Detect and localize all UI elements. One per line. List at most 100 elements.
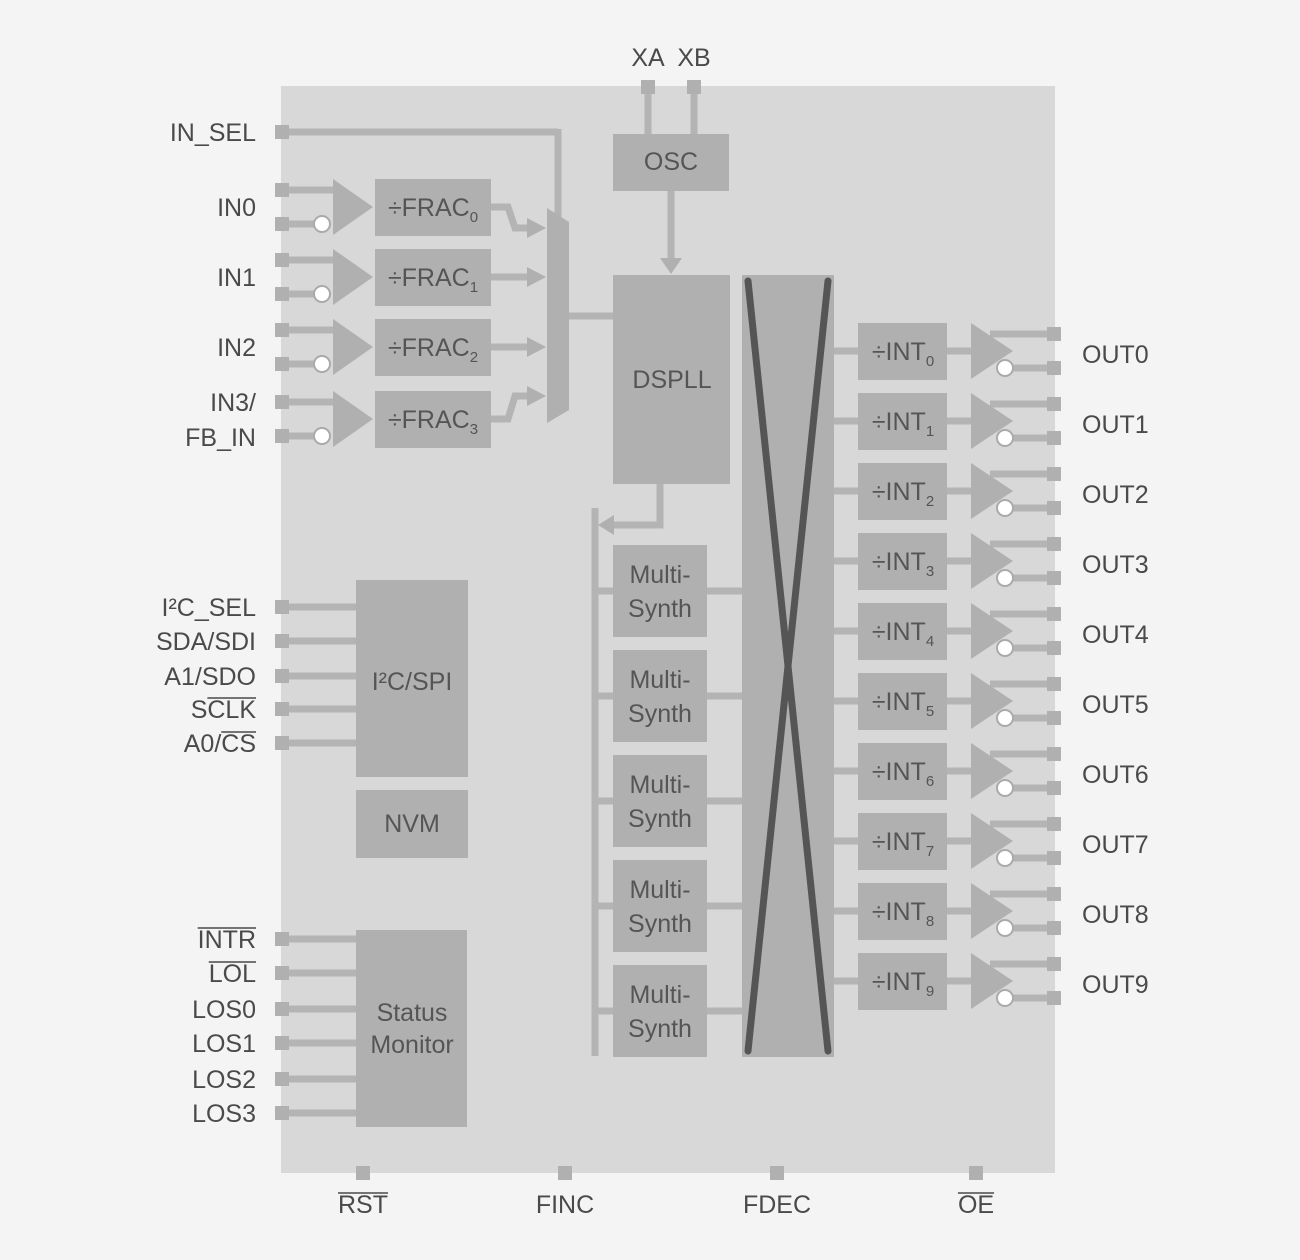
output-driver-icon bbox=[971, 743, 1013, 799]
pin-bottom-finc bbox=[558, 1166, 572, 1180]
label-line: Synth bbox=[628, 910, 692, 938]
multisynth-block-2 bbox=[613, 755, 707, 847]
pin-out7-p bbox=[1047, 817, 1061, 831]
pin-out8-n bbox=[1047, 921, 1061, 935]
pin-out0-n bbox=[1047, 361, 1061, 375]
pin-in2-p bbox=[275, 323, 289, 337]
pin-out8-p bbox=[1047, 887, 1061, 901]
divider-subscript: 3 bbox=[470, 421, 478, 438]
input-mux bbox=[547, 208, 569, 423]
int-divider-3 bbox=[858, 533, 947, 590]
status-monitor-block bbox=[356, 930, 467, 1127]
pin-status-2 bbox=[275, 1002, 289, 1016]
label-line: Multi- bbox=[629, 561, 690, 589]
output-driver-icon bbox=[971, 533, 1013, 589]
label-line: Synth bbox=[628, 805, 692, 833]
pin-in0-n bbox=[275, 217, 289, 231]
pin-label-fb-in: FB_IN bbox=[185, 424, 256, 452]
pin-status-3 bbox=[275, 1036, 289, 1050]
frac-divider-3 bbox=[375, 391, 491, 448]
multisynth-label: Multi- Synth bbox=[628, 561, 692, 623]
divider-name: ÷FRAC bbox=[388, 194, 470, 222]
pin-label-out0: OUT0 bbox=[1082, 341, 1149, 369]
pin-label-in0: IN0 bbox=[217, 194, 256, 222]
pin-label-out1: OUT1 bbox=[1082, 411, 1149, 439]
output-driver-icon bbox=[971, 463, 1013, 519]
pin-label-in1: IN1 bbox=[217, 264, 256, 292]
int-divider-label: ÷INT6 bbox=[872, 758, 934, 790]
int-divider-label: ÷INT9 bbox=[872, 968, 934, 1000]
pin-label-oe: OE bbox=[958, 1191, 994, 1219]
pin-label-out3: OUT3 bbox=[1082, 551, 1149, 579]
divider-subscript: 1 bbox=[926, 423, 934, 440]
divider-name: ÷INT bbox=[872, 758, 926, 786]
pin-label-out8: OUT8 bbox=[1082, 901, 1149, 929]
pin-bottom-rst bbox=[356, 1166, 370, 1180]
pin-label-serial: A1/SDO bbox=[164, 663, 256, 691]
inversion-bubble-icon bbox=[996, 849, 1014, 867]
pin-in-sel bbox=[275, 125, 289, 139]
int-divider-label: ÷INT1 bbox=[872, 408, 934, 440]
int-divider-5 bbox=[858, 673, 947, 730]
inversion-bubble-icon bbox=[996, 709, 1014, 727]
pin-out4-n bbox=[1047, 641, 1061, 655]
pin-label-serial: SDA/SDI bbox=[156, 628, 256, 656]
pin-label-status: LOS2 bbox=[192, 1066, 256, 1094]
divider-name: ÷INT bbox=[872, 338, 926, 366]
int-divider-6 bbox=[858, 743, 947, 800]
inversion-bubble-icon bbox=[996, 919, 1014, 937]
i2c-spi-block bbox=[356, 580, 468, 777]
signal-line bbox=[612, 484, 664, 529]
input-buffer-icon bbox=[333, 391, 373, 447]
pin-bottom-oe bbox=[969, 1166, 983, 1180]
divider-subscript: 7 bbox=[926, 843, 934, 860]
pin-out0-p bbox=[1047, 327, 1061, 341]
pin-label-status: LOL bbox=[209, 960, 256, 988]
multisynth-block-4 bbox=[613, 965, 707, 1057]
arrow-icon bbox=[527, 386, 546, 406]
int-divider-0 bbox=[858, 323, 947, 380]
label-line: Multi- bbox=[629, 666, 690, 694]
pin-out9-n bbox=[1047, 991, 1061, 1005]
divider-name: ÷INT bbox=[872, 688, 926, 716]
crossbar-line bbox=[744, 277, 832, 1055]
divider-name: ÷FRAC bbox=[388, 264, 470, 292]
frac-divider-label: ÷FRAC3 bbox=[388, 406, 478, 438]
pin-in3-p bbox=[275, 395, 289, 409]
output-driver-icon bbox=[971, 813, 1013, 869]
int-divider-4 bbox=[858, 603, 947, 660]
pin-label-out5: OUT5 bbox=[1082, 691, 1149, 719]
pin-label-out7: OUT7 bbox=[1082, 831, 1149, 859]
label-line: Status bbox=[377, 999, 448, 1027]
divider-name: ÷INT bbox=[872, 898, 926, 926]
pin-label-out6: OUT6 bbox=[1082, 761, 1149, 789]
i2c-spi-label: I²C/SPI bbox=[372, 668, 453, 696]
pin-in3-n bbox=[275, 429, 289, 443]
pin-out4-p bbox=[1047, 607, 1061, 621]
int-divider-label: ÷INT8 bbox=[872, 898, 934, 930]
dspll-label: DSPLL bbox=[632, 366, 711, 394]
divider-subscript: 3 bbox=[926, 563, 934, 580]
pin-label-serial: I²C_SEL bbox=[162, 594, 257, 622]
int-divider-label: ÷INT5 bbox=[872, 688, 934, 720]
divider-subscript: 2 bbox=[926, 493, 934, 510]
label-line: Synth bbox=[628, 595, 692, 623]
pin-label-serial: A0/CS bbox=[184, 730, 256, 758]
pin-status-4 bbox=[275, 1072, 289, 1086]
arrow-icon bbox=[660, 258, 682, 274]
pin-out5-n bbox=[1047, 711, 1061, 725]
pin-out1-p bbox=[1047, 397, 1061, 411]
pin-label-in2: IN2 bbox=[217, 334, 256, 362]
pin-in0-p bbox=[275, 183, 289, 197]
multisynth-label: Multi- Synth bbox=[628, 771, 692, 833]
int-divider-2 bbox=[858, 463, 947, 520]
arrow-icon bbox=[527, 337, 546, 357]
int-divider-label: ÷INT3 bbox=[872, 548, 934, 580]
status-monitor-label: Status Monitor bbox=[370, 999, 453, 1059]
inversion-bubble-icon bbox=[996, 639, 1014, 657]
inversion-bubble-icon bbox=[996, 429, 1014, 447]
output-driver-icon bbox=[971, 883, 1013, 939]
pin-in1-n bbox=[275, 287, 289, 301]
multisynth-block-1 bbox=[613, 650, 707, 742]
